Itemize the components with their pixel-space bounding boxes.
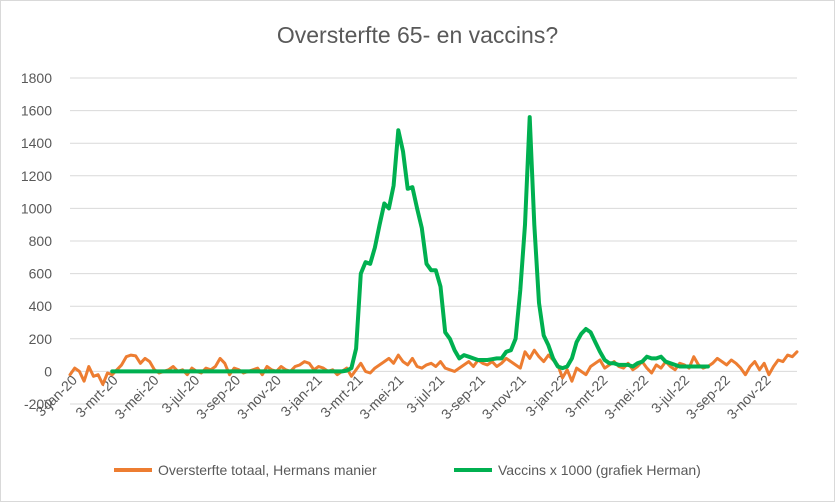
- legend: Oversterfte totaal, Hermans manier Vacci…: [114, 462, 701, 478]
- x-tick-label: 3-mei-20: [111, 372, 162, 423]
- x-tick-label: 3-sep-21: [438, 372, 489, 423]
- x-axis-tick-labels: 3-jan-203-mrt-203-mei-203-jul-203-sep-20…: [32, 372, 773, 423]
- y-tick-label: 200: [29, 331, 53, 347]
- y-tick-label: -200: [24, 396, 52, 412]
- y-axis-tick-labels: -200 0 200 400 600 800 1000 1200 1400 1600 1800: [21, 70, 52, 412]
- x-tick-label: 3-nov-22: [723, 372, 774, 423]
- gridlines: [70, 77, 797, 405]
- y-tick-label: 1200: [21, 168, 52, 184]
- chart-title: Oversterfte 65- en vaccins?: [276, 22, 559, 48]
- series-lines: [68, 115, 799, 386]
- y-tick-label: 1800: [21, 70, 52, 86]
- x-tick-label: 3-nov-20: [234, 372, 285, 423]
- x-tick-label: 3-mei-22: [601, 372, 652, 423]
- y-tick-label: 1000: [21, 200, 52, 216]
- y-tick-label: 400: [29, 298, 53, 314]
- series-line-oversterfte: [68, 348, 799, 386]
- x-tick-label: 3-sep-22: [683, 372, 734, 423]
- y-tick-label: 600: [29, 266, 53, 282]
- legend-label-oversterfte: Oversterfte totaal, Hermans manier: [158, 462, 377, 478]
- legend-label-vaccins: Vaccins x 1000 (grafiek Herman): [498, 462, 701, 478]
- x-tick-label: 3-mei-21: [356, 372, 407, 423]
- x-tick-label: 3-sep-20: [193, 372, 244, 423]
- y-tick-label: 1600: [21, 103, 52, 119]
- y-tick-label: 0: [44, 363, 52, 379]
- x-tick-label: 3-nov-21: [479, 372, 530, 423]
- x-tick-label: 3-jan-21: [277, 372, 325, 420]
- series-line-vaccins: [110, 115, 710, 374]
- y-tick-label: 800: [29, 233, 53, 249]
- y-tick-label: 1400: [21, 135, 52, 151]
